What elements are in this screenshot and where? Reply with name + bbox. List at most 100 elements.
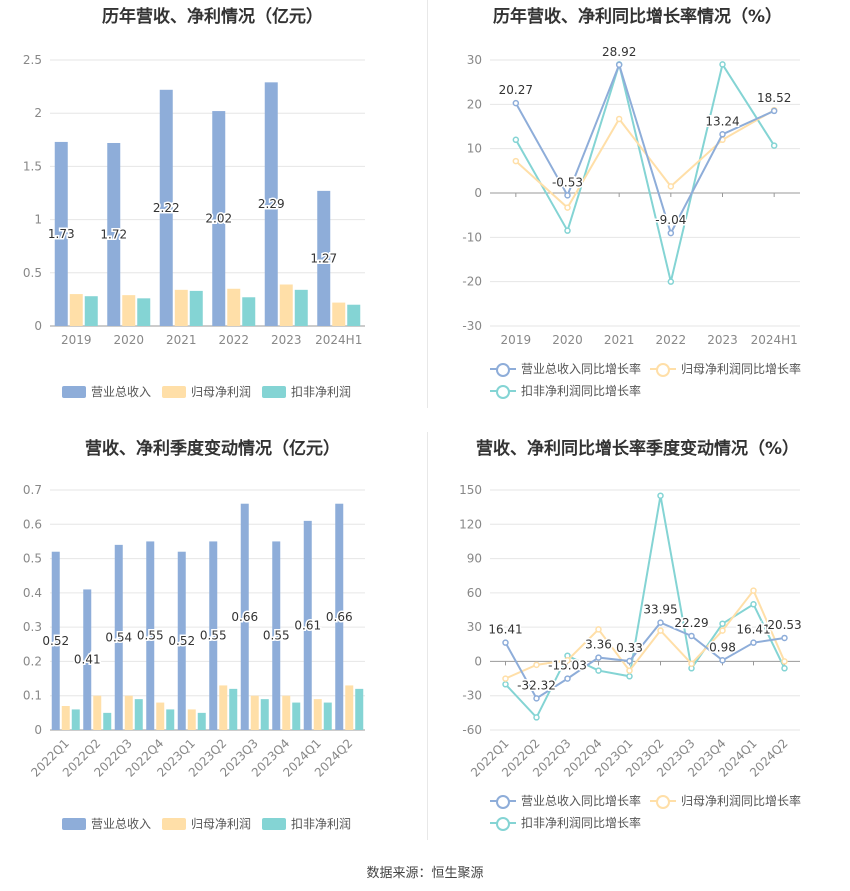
bar-non-recurring-net-profit bbox=[292, 702, 301, 730]
data-point bbox=[688, 660, 695, 667]
x-tick-label: 2020 bbox=[113, 333, 144, 347]
y-tick-label: 0.1 bbox=[23, 689, 42, 703]
legend-item[interactable]: 扣非净利润同比增长率 bbox=[490, 814, 641, 831]
point-value-label: -9.04 bbox=[655, 213, 686, 227]
data-point bbox=[502, 639, 509, 646]
y-tick-label: 0.2 bbox=[23, 654, 42, 668]
series-line-nonrec bbox=[504, 495, 786, 720]
bar-non-recurring-net-profit bbox=[323, 702, 332, 730]
legend-label: 归母净利润 bbox=[191, 817, 252, 831]
legend-item[interactable]: 归母净利润 bbox=[162, 383, 251, 400]
legend-marker bbox=[262, 385, 286, 398]
y-tick-label: 30 bbox=[467, 53, 482, 67]
bar-revenue bbox=[272, 541, 281, 730]
x-tick-label: 2019 bbox=[501, 333, 532, 347]
y-tick-label: 60 bbox=[467, 586, 482, 600]
data-point bbox=[595, 626, 602, 633]
bar-non-recurring-net-profit bbox=[242, 297, 256, 326]
legend-item[interactable]: 扣非净利润 bbox=[262, 815, 351, 832]
legend-marker bbox=[490, 794, 516, 809]
bar-revenue bbox=[212, 111, 226, 327]
data-point bbox=[512, 99, 520, 107]
legend-item[interactable]: 营业总收入同比增长率 bbox=[490, 792, 641, 809]
bar-value-label: 0.52 bbox=[42, 634, 69, 648]
series-line-parent bbox=[515, 109, 775, 210]
chart-title: 营收、净利季度变动情况（亿元） bbox=[85, 439, 340, 459]
y-tick-label: 10 bbox=[467, 142, 482, 156]
series-line-parent bbox=[505, 588, 786, 680]
bar-revenue bbox=[107, 142, 121, 326]
y-tick-label: 120 bbox=[459, 517, 482, 531]
y-tick-label: 0.6 bbox=[23, 517, 42, 531]
y-tick-label: 0 bbox=[34, 723, 42, 737]
data-point bbox=[688, 632, 695, 640]
data-point bbox=[657, 627, 664, 634]
data-point bbox=[781, 665, 788, 672]
bar-revenue bbox=[146, 541, 155, 730]
legend-item[interactable]: 扣非净利润同比增长率 bbox=[490, 382, 641, 399]
bar-revenue bbox=[54, 141, 68, 326]
legend-item[interactable]: 归母净利润同比增长率 bbox=[650, 792, 801, 809]
point-value-label: 20.27 bbox=[499, 83, 533, 97]
y-tick-label: -30 bbox=[462, 689, 482, 703]
data-point bbox=[719, 131, 726, 138]
data-point bbox=[595, 654, 602, 661]
y-tick-label: 2 bbox=[34, 106, 42, 120]
data-point bbox=[564, 192, 571, 199]
x-tick-label: 2019 bbox=[61, 333, 92, 347]
data-point bbox=[781, 658, 788, 665]
chart-plot: -60-3003060901201502022Q12022Q22022Q3202… bbox=[459, 483, 803, 780]
x-tick-label: 2021 bbox=[166, 333, 197, 347]
x-tick-label: 2020 bbox=[552, 333, 583, 347]
y-tick-label: 90 bbox=[467, 552, 482, 566]
data-point bbox=[626, 657, 633, 665]
bar-parent-net-profit bbox=[187, 709, 196, 730]
data-source-note: 数据来源：恒生聚源 bbox=[366, 866, 484, 881]
bar-non-recurring-net-profit bbox=[260, 699, 269, 730]
bar-value-label: 1.72 bbox=[100, 227, 127, 241]
bar-parent-net-profit bbox=[174, 289, 188, 326]
data-point bbox=[750, 639, 757, 646]
legend-marker bbox=[162, 817, 186, 830]
legend-item[interactable]: 归母净利润 bbox=[162, 815, 251, 832]
data-point bbox=[595, 667, 602, 674]
legend-item[interactable]: 归母净利润同比增长率 bbox=[650, 360, 801, 377]
legend-item[interactable]: 营业总收入 bbox=[62, 815, 151, 832]
chart-legend: 营业总收入同比增长率 归母净利润同比增长率 扣非净利润同比增长率 bbox=[425, 792, 850, 836]
bar-non-recurring-net-profit bbox=[84, 296, 98, 326]
data-point bbox=[626, 673, 633, 680]
bar-revenue bbox=[317, 190, 331, 326]
bar-value-label: 0.41 bbox=[74, 653, 101, 667]
legend-marker bbox=[262, 817, 286, 830]
series-line-revenue bbox=[514, 61, 775, 236]
x-tick-label: 2022 bbox=[656, 333, 687, 347]
bar-parent-net-profit bbox=[250, 695, 259, 730]
series-line-nonrec bbox=[514, 60, 776, 282]
bar-parent-net-profit bbox=[279, 284, 293, 326]
y-tick-label: 1 bbox=[34, 213, 42, 227]
bar-value-label: 0.54 bbox=[105, 630, 132, 644]
legend-item[interactable]: 营业总收入 bbox=[62, 383, 151, 400]
data-point bbox=[657, 492, 664, 499]
legend-label: 扣非净利润 bbox=[291, 385, 352, 399]
bar-revenue bbox=[177, 551, 186, 730]
bar-parent-net-profit bbox=[61, 706, 70, 730]
x-tick-label: 2021 bbox=[604, 333, 635, 347]
legend-label: 归母净利润 bbox=[191, 385, 252, 399]
data-point bbox=[564, 657, 571, 664]
bar-value-label: 0.52 bbox=[168, 634, 195, 648]
bar-parent-net-profit bbox=[282, 695, 291, 730]
bar-parent-net-profit bbox=[345, 685, 354, 730]
data-point bbox=[719, 657, 726, 664]
point-value-label: 16.41 bbox=[488, 623, 522, 637]
legend-label: 营业总收入同比增长率 bbox=[521, 794, 642, 808]
data-point bbox=[533, 714, 540, 721]
y-tick-label: -20 bbox=[462, 275, 482, 289]
legend-item[interactable]: 营业总收入同比增长率 bbox=[490, 360, 641, 377]
point-value-label: 20.53 bbox=[767, 618, 801, 632]
legend-marker bbox=[62, 385, 86, 398]
data-point bbox=[512, 157, 520, 165]
bar-revenue bbox=[303, 520, 312, 730]
legend-item[interactable]: 扣非净利润 bbox=[262, 383, 351, 400]
data-point bbox=[667, 229, 675, 237]
